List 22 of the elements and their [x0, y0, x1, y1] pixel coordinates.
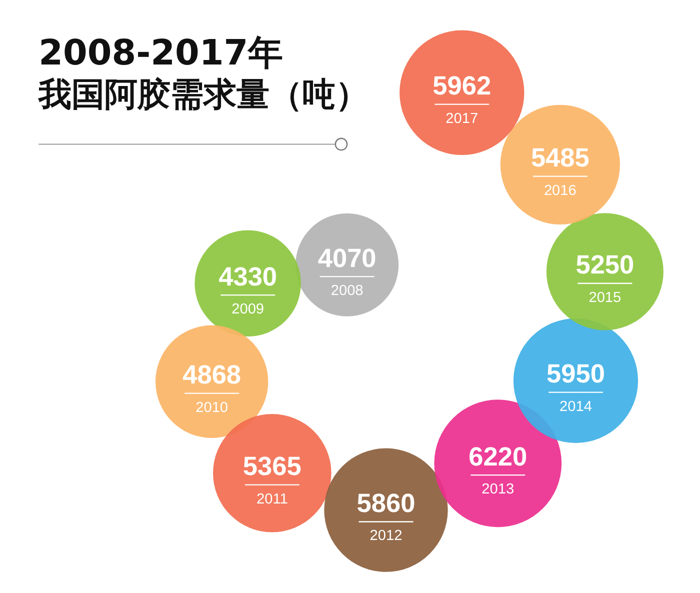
category-label: 2009: [232, 302, 264, 318]
data-label: 5485: [530, 142, 590, 173]
data-label: 4330: [218, 261, 278, 292]
text: 我国阿胶需求量（吨）: [38, 74, 369, 114]
category-label: 2011: [256, 491, 288, 508]
data-label: 5365: [242, 451, 302, 482]
category-label: 2014: [560, 398, 592, 415]
category-label: 2017: [446, 110, 478, 127]
text: 2008-2017年: [38, 32, 284, 74]
data-label: 4070: [318, 242, 376, 273]
category-label: 2016: [544, 182, 576, 199]
category-label: 2010: [196, 400, 228, 416]
data-label: 6220: [468, 441, 528, 472]
category-label: 2015: [588, 290, 622, 306]
category-label: 2008: [330, 283, 364, 300]
category-label: 2012: [370, 528, 402, 544]
data-label: 5962: [432, 70, 492, 101]
data-label: 4868: [182, 360, 242, 390]
data-label: 5250: [576, 250, 634, 280]
data-label: 5950: [546, 358, 605, 389]
data-label: 5860: [356, 488, 416, 518]
category-label: 2013: [482, 482, 514, 498]
